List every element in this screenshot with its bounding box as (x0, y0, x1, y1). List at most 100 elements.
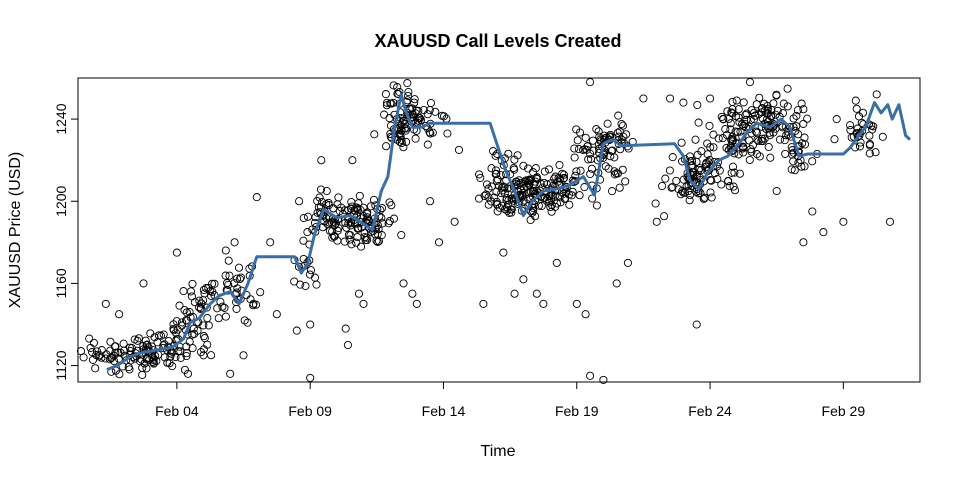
scatter-point (750, 115, 759, 124)
scatter-point (389, 81, 398, 90)
scatter-point (290, 277, 299, 286)
scatter-point (384, 219, 393, 228)
scatter-point (475, 170, 484, 179)
scatter-point (677, 138, 686, 147)
scatter-point (138, 363, 147, 372)
scatter-point (793, 106, 802, 115)
scatter-point (105, 355, 114, 364)
scatter-point (182, 342, 191, 351)
scatter-point (230, 238, 239, 247)
scatter-point (696, 188, 705, 198)
scatter-point (532, 173, 542, 182)
scatter-point (724, 177, 733, 186)
scatter-point (235, 274, 244, 284)
scatter-point (615, 183, 624, 192)
scatter-point (846, 121, 855, 130)
scatter-point (316, 185, 326, 194)
scatter-point (507, 194, 516, 203)
scatter-point (546, 202, 555, 212)
scatter-point (610, 153, 619, 162)
scatter-point (323, 219, 332, 229)
scatter-point (685, 196, 694, 205)
scatter-point (236, 273, 245, 282)
scatter-point (787, 165, 796, 174)
scatter-point (88, 348, 97, 357)
scatter-point (232, 288, 241, 297)
scatter-point (352, 204, 361, 213)
scatter-point (504, 149, 513, 158)
scatter-point (565, 200, 574, 209)
scatter-point (232, 274, 242, 283)
scatter-point (612, 169, 621, 178)
scatter-points (76, 78, 895, 384)
scatter-point (313, 196, 322, 206)
scatter-point (559, 170, 569, 179)
scatter-point (249, 299, 258, 308)
scatter-point (317, 156, 326, 165)
scatter-point (224, 280, 233, 289)
scatter-point (402, 137, 411, 146)
scatter-point (171, 328, 180, 337)
scatter-point (492, 176, 501, 185)
x-tick-label: Feb 14 (422, 403, 466, 419)
scatter-point (770, 120, 779, 129)
scatter-point (592, 125, 601, 134)
scatter-point (751, 127, 760, 136)
scatter-point (727, 168, 736, 177)
scatter-point (353, 224, 363, 233)
scatter-point (246, 295, 255, 304)
scatter-point (510, 289, 519, 298)
scatter-point (303, 212, 313, 221)
scatter-point (519, 275, 528, 284)
scatter-point (691, 135, 700, 144)
scatter-point (479, 299, 488, 308)
scatter-point (672, 176, 681, 185)
scatter-point (216, 297, 225, 306)
scatter-point (752, 150, 762, 159)
scatter-point (789, 114, 798, 123)
scatter-point (426, 129, 435, 138)
scatter-point (232, 304, 241, 313)
scatter-point (652, 217, 661, 226)
scatter-point (343, 340, 352, 350)
scatter-point (266, 238, 275, 247)
scatter-point (401, 126, 410, 135)
scatter-point (853, 124, 862, 133)
scatter-point (570, 144, 579, 153)
scatter-point (166, 352, 175, 361)
scatter-point (536, 179, 545, 188)
scatter-point (764, 142, 773, 152)
scatter-point (575, 128, 585, 137)
scatter-point (334, 193, 343, 202)
scatter-point (745, 78, 755, 87)
scatter-point (374, 237, 384, 246)
scatter-point (684, 181, 693, 190)
scatter-point (686, 157, 695, 166)
scatter-point (532, 289, 541, 298)
scatter-point (885, 217, 895, 226)
y-tick-label: 1120 (53, 350, 69, 380)
scatter-point (139, 279, 148, 288)
scatter-point (220, 303, 229, 312)
scatter-point (403, 79, 412, 88)
scatter-point (272, 310, 281, 319)
scatter-point (792, 111, 801, 120)
scatter-point (97, 353, 106, 362)
scatter-point (202, 303, 211, 312)
scatter-point (798, 139, 807, 148)
scatter-point (726, 119, 735, 128)
scatter-point (800, 162, 809, 171)
scatter-point (89, 338, 98, 347)
scatter-point (584, 155, 593, 164)
scatter-point (489, 147, 498, 156)
scatter-point (779, 99, 788, 108)
call-level-line (106, 92, 912, 372)
scatter-point (133, 336, 142, 345)
scatter-point (499, 248, 508, 257)
scatter-point (482, 190, 491, 199)
scatter-point (221, 271, 230, 280)
scatter-point (491, 151, 500, 160)
scatter-point (604, 164, 613, 173)
scatter-point (426, 98, 436, 108)
scatter-point (240, 316, 249, 325)
